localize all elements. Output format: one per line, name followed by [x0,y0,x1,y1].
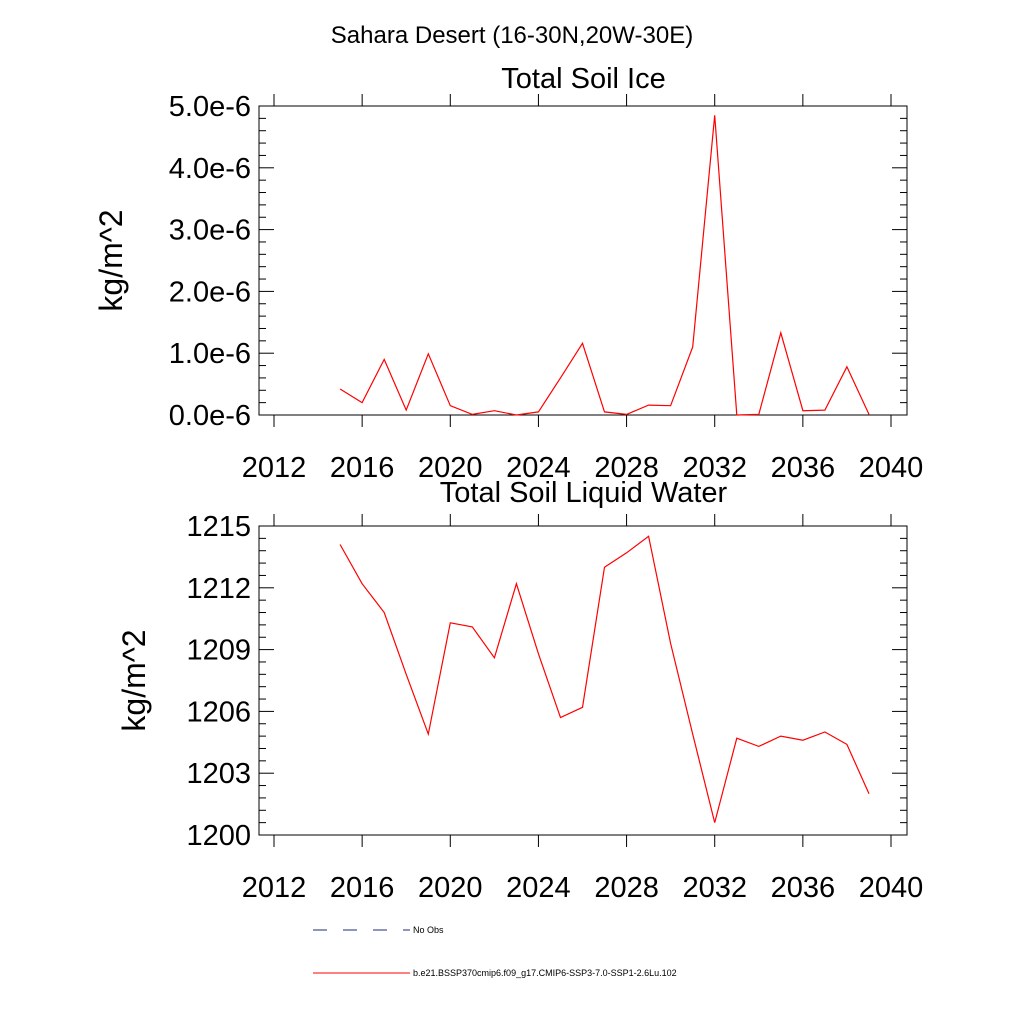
soil-liquid-water-panel: Total Soil Liquid Water kg/m^2 2012 2016 202… [116,477,923,904]
legend: No Obs b.e21.BSSP370cmip6.f09_g17.CMIP6-… [313,925,677,978]
soil-ice-ytick-label: 4.0e-6 [169,153,251,185]
soil-liquid-water-xtick-label: 2040 [859,872,924,904]
soil-ice-panel: Total Soil Ice kg/m^2 2012 2016 2020 2024 2028… [93,63,923,484]
soil-ice-xtick-label: 2024 [506,452,571,484]
soil-liquid-water-ytick-label: 1206 [186,696,251,728]
soil-ice-series-line [339,115,870,416]
soil-liquid-water-xtick-label: 2016 [330,872,395,904]
legend-model-label: b.e21.BSSP370cmip6.f09_g17.CMIP6-SSP3-7.… [413,968,677,978]
soil-ice-title: Total Soil Ice [501,63,665,95]
soil-liquid-water-ytick-label: 1203 [186,758,251,790]
soil-liquid-water-ytick-label: 1215 [186,511,251,543]
soil-liquid-water-ytick-label: 1209 [186,635,251,667]
soil-liquid-water-xtick-label: 2036 [771,872,836,904]
figure-title: Sahara Desert (16-30N,20W-30E) [331,22,693,49]
soil-ice-xtick-label: 2036 [771,452,836,484]
soil-liquid-water-xtick-label: 2020 [418,872,483,904]
soil-ice-ytick-label: 5.0e-6 [169,91,251,123]
soil-ice-ytick-label: 1.0e-6 [169,338,251,370]
soil-liquid-water-title: Total Soil Liquid Water [440,477,728,509]
soil-liquid-water-xtick-label: 2024 [506,872,571,904]
soil-liquid-water-series-line [339,535,870,823]
soil-liquid-water-ytick-label: 1212 [186,573,251,605]
soil-ice-ytick-label: 3.0e-6 [169,215,251,247]
soil-ice-plot-frame [258,105,908,416]
legend-no-obs-label: No Obs [413,925,444,935]
soil-ice-xtick-label: 2020 [418,452,483,484]
soil-liquid-water-ylabel: kg/m^2 [116,629,152,731]
soil-ice-xtick-label: 2040 [859,452,924,484]
soil-ice-xtick-label: 2028 [594,452,659,484]
soil-ice-ylabel: kg/m^2 [93,209,129,311]
soil-liquid-water-xtick-label: 2032 [682,872,747,904]
soil-liquid-water-xtick-label: 2028 [594,872,659,904]
soil-liquid-water-xtick-label: 2012 [242,872,307,904]
soil-liquid-water-ytick-label: 1200 [186,820,251,852]
soil-ice-xtick-label: 2032 [682,452,747,484]
soil-ice-xtick-label: 2016 [330,452,395,484]
soil-ice-ytick-label: 2.0e-6 [169,276,251,308]
soil-ice-xtick-label: 2012 [242,452,307,484]
soil-ice-ytick-label: 0.0e-6 [169,400,251,432]
soil-liquid-water-plot-frame [258,525,908,836]
